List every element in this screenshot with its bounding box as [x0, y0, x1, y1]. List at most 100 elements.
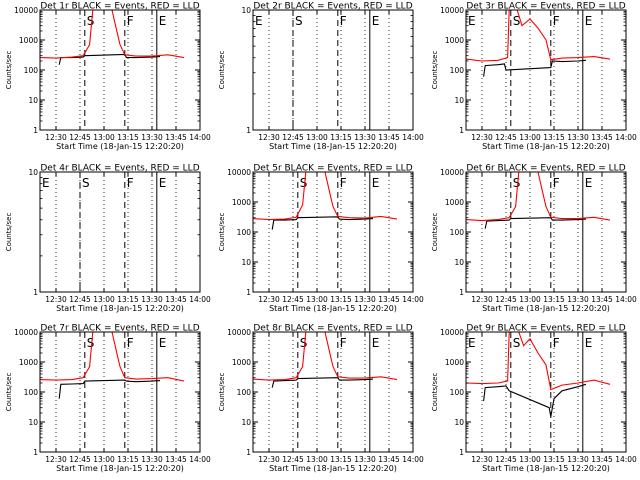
y-axis-label: Counts/sec: [431, 373, 439, 412]
y-tick-label: 100: [450, 228, 465, 237]
x-tick-label: 13:30: [567, 455, 589, 464]
events-series-line: [483, 59, 587, 77]
x-tick-label: 13:15: [330, 133, 352, 142]
x-tick-label: 13:15: [117, 295, 139, 304]
marker-label-f: F: [127, 336, 134, 350]
x-tick-label: 13:15: [117, 455, 139, 464]
lld-series-line: [465, 331, 611, 391]
x-tick-label: 13:00: [306, 295, 328, 304]
y-tick-label: 10: [454, 258, 464, 267]
x-tick-label: 13:30: [141, 295, 163, 304]
panel-title: Det 3r BLACK = Events, RED = LLD: [466, 2, 625, 12]
y-tick-label: 100: [237, 388, 252, 397]
y-tick-label: 1: [246, 126, 251, 135]
marker-label-e: E: [372, 336, 380, 350]
marker-label-e: E: [255, 14, 263, 28]
x-tick-label: 12:45: [69, 295, 91, 304]
y-tick-label: 1000: [232, 198, 251, 207]
x-tick-label: 12:45: [69, 455, 91, 464]
marker-label-e: E: [42, 176, 50, 190]
y-tick-label: 10: [241, 258, 251, 267]
marker-label-f: F: [553, 336, 560, 350]
x-tick-label: 13:30: [354, 295, 376, 304]
x-tick-label: 13:45: [591, 133, 613, 142]
x-tick-label: 12:30: [471, 295, 493, 304]
plot-frame: [39, 171, 201, 293]
x-tick-label: 14:00: [615, 295, 637, 304]
x-tick-label: 13:45: [591, 295, 613, 304]
y-tick-label: 10000: [227, 328, 251, 337]
x-axis-label: Start Time (18-Jan-15 12:20:20): [269, 464, 397, 473]
x-tick-label: 14:00: [615, 455, 637, 464]
panel-det-1r: Det 1r BLACK = Events, RED = LLD S F E 12:30…: [5, 2, 211, 152]
x-axis-label: Start Time (18-Jan-15 12:20:20): [482, 464, 610, 473]
x-tick-label: 12:30: [471, 133, 493, 142]
marker-label-e: E: [468, 14, 476, 28]
y-tick-label: 1000: [445, 36, 464, 45]
marker-label-e: E: [159, 336, 167, 350]
x-tick-label: 14:00: [189, 133, 211, 142]
plot-frame: [252, 9, 414, 131]
panel-title: Det 9r BLACK = Events, RED = LLD: [466, 324, 625, 334]
y-tick-label: 10000: [14, 328, 38, 337]
marker-label-f: F: [553, 14, 560, 28]
marker-label-e: E: [585, 336, 593, 350]
x-axis-label: Start Time (18-Jan-15 12:20:20): [482, 304, 610, 313]
y-axis-label: Counts/sec: [218, 213, 226, 252]
marker-label-f: F: [127, 176, 134, 190]
y-tick-label: 10000: [227, 168, 251, 177]
lld-series-line: [252, 171, 398, 221]
x-tick-label: 13:00: [93, 133, 115, 142]
y-tick-label: 10: [241, 418, 251, 427]
x-tick-label: 13:45: [165, 455, 187, 464]
events-series-line: [271, 377, 374, 388]
marker-label-s: S: [295, 14, 303, 28]
y-tick-label: 1000: [19, 358, 38, 367]
x-tick-label: 13:45: [165, 133, 187, 142]
y-tick-label: 1: [33, 288, 38, 297]
y-tick-label: 10: [241, 6, 251, 15]
x-tick-label: 14:00: [189, 455, 211, 464]
y-axis-label: Counts/sec: [431, 213, 439, 252]
x-tick-label: 13:00: [306, 455, 328, 464]
y-tick-label: 10: [454, 96, 464, 105]
x-tick-label: 13:15: [543, 133, 565, 142]
marker-label-s: S: [87, 14, 95, 28]
marker-label-e: E: [372, 176, 380, 190]
x-tick-label: 13:15: [330, 455, 352, 464]
x-tick-label: 13:00: [306, 133, 328, 142]
y-tick-label: 10: [454, 418, 464, 427]
marker-label-s: S: [87, 336, 95, 350]
x-tick-label: 13:30: [567, 295, 589, 304]
y-tick-label: 10000: [440, 168, 464, 177]
x-axis-label: Start Time (18-Jan-15 12:20:20): [56, 142, 184, 151]
y-tick-label: 1: [246, 448, 251, 457]
y-tick-label: 10: [28, 418, 38, 427]
y-axis-label: Counts/sec: [5, 373, 13, 412]
panel-det-7r: Det 7r BLACK = Events, RED = LLD S F E 12:30…: [5, 324, 211, 474]
x-tick-label: 12:30: [45, 295, 67, 304]
x-tick-label: 13:30: [141, 455, 163, 464]
x-tick-label: 12:45: [282, 295, 304, 304]
x-tick-label: 12:30: [258, 455, 280, 464]
x-tick-label: 12:30: [258, 133, 280, 142]
events-series-line: [483, 383, 587, 417]
x-tick-label: 14:00: [189, 295, 211, 304]
marker-label-e: E: [159, 14, 167, 28]
panel-det-6r: Det 6r BLACK = Events, RED = LLD S F E 12:30…: [431, 164, 637, 314]
x-tick-label: 13:45: [378, 455, 400, 464]
x-tick-label: 12:30: [45, 133, 67, 142]
lld-series-line: [39, 331, 185, 382]
lld-series-line: [39, 9, 185, 59]
x-tick-label: 14:00: [615, 133, 637, 142]
x-tick-label: 13:45: [378, 133, 400, 142]
x-tick-label: 13:45: [165, 295, 187, 304]
y-axis-label: Counts/sec: [218, 51, 226, 90]
lld-series-line: [465, 171, 611, 222]
marker-label-e: E: [585, 14, 593, 28]
y-axis-label: Counts/sec: [218, 373, 226, 412]
x-tick-label: 13:00: [93, 295, 115, 304]
x-tick-label: 12:45: [495, 295, 517, 304]
x-tick-label: 13:30: [354, 455, 376, 464]
x-axis-label: Start Time (18-Jan-15 12:20:20): [482, 142, 610, 151]
